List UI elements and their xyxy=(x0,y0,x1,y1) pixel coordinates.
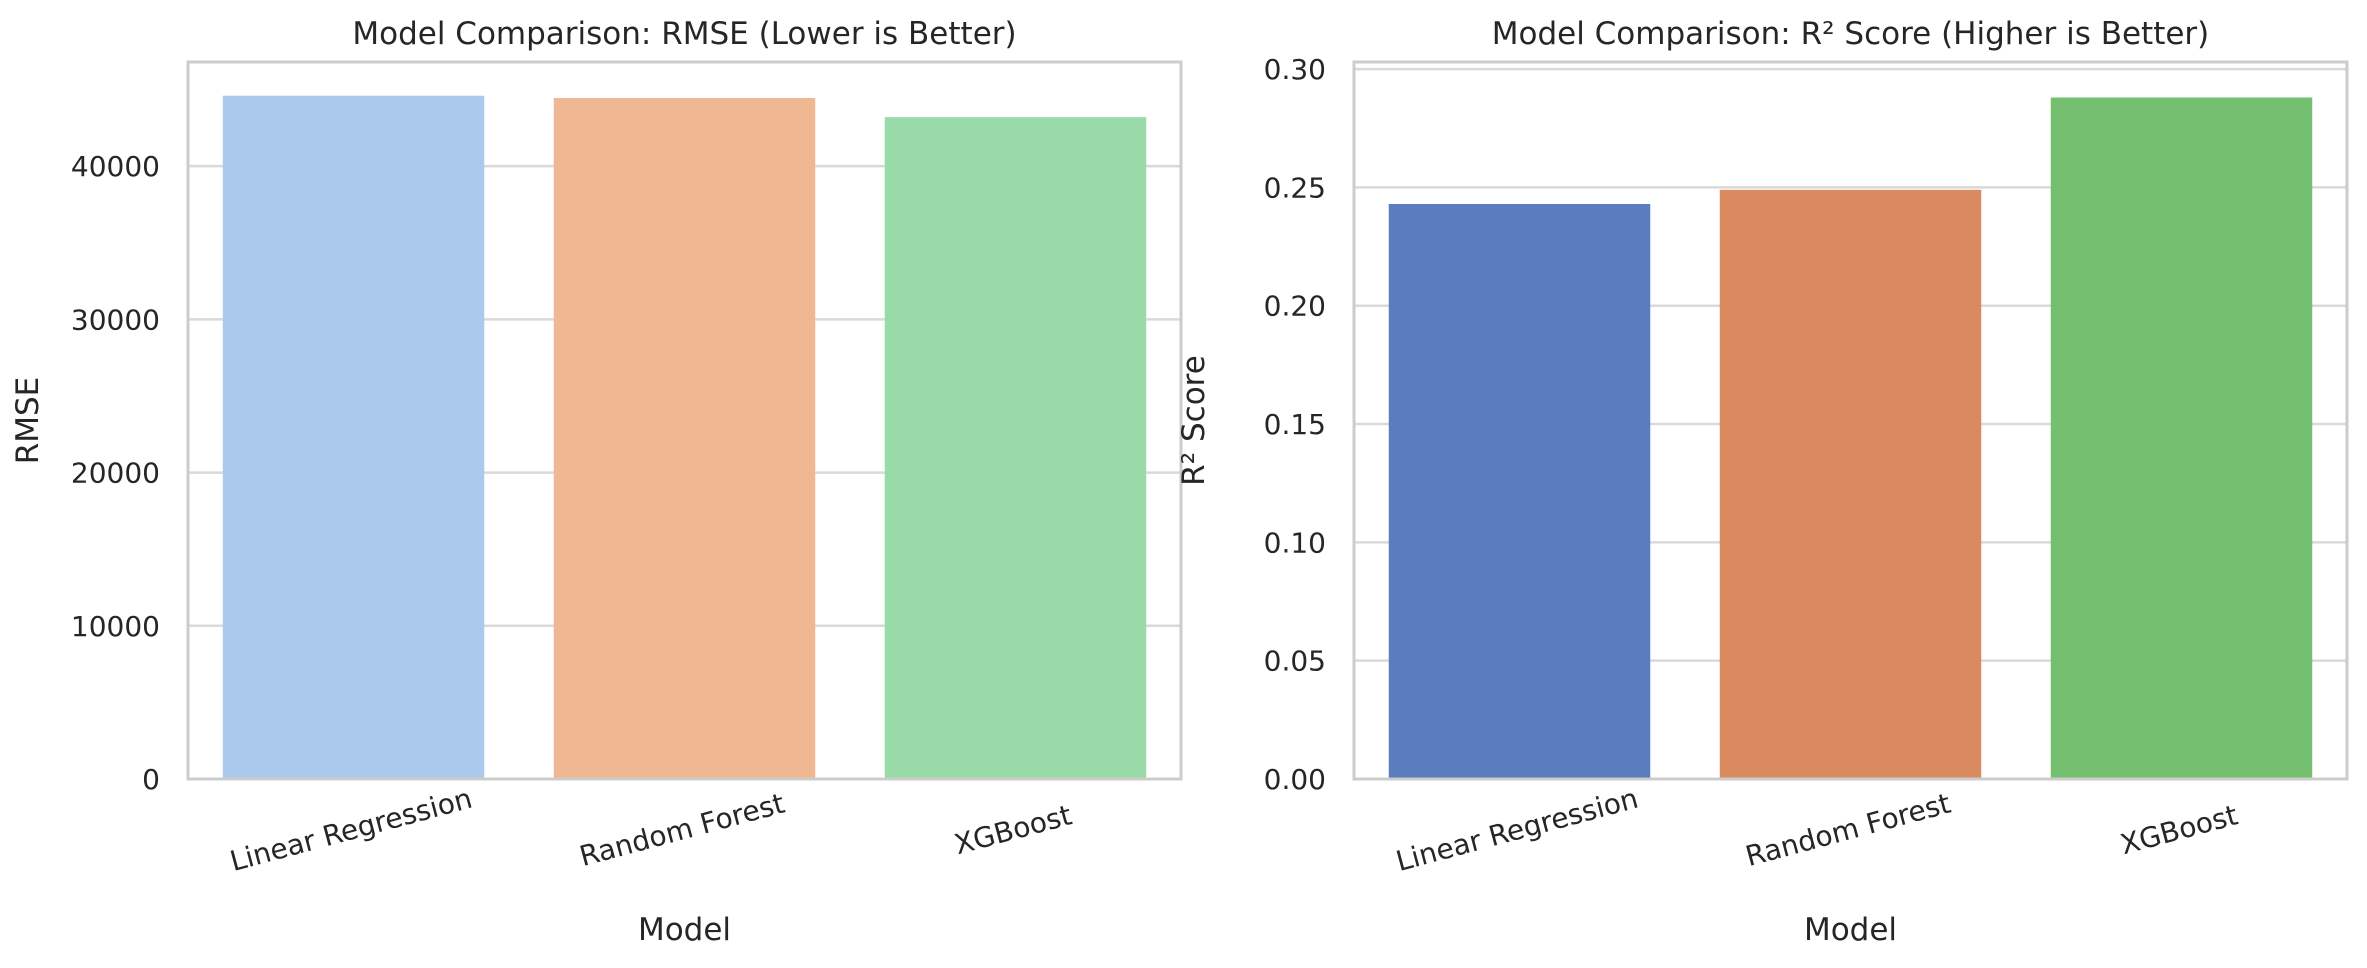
r2-bar xyxy=(2050,97,2313,779)
rmse-plot-frame xyxy=(186,60,1183,781)
rmse-x-tick-label: Random Forest xyxy=(576,787,788,873)
rmse-bar xyxy=(884,117,1147,779)
rmse-x-axis-label: Model xyxy=(638,912,731,948)
r2-x-axis-label: Model xyxy=(1804,912,1897,948)
r2-y-tick-label: 0.05 xyxy=(1264,645,1326,678)
rmse-y-tick-label: 10000 xyxy=(71,610,160,643)
r2-y-tick-label: 0.30 xyxy=(1264,53,1326,86)
r2-x-tick-label: Random Forest xyxy=(1742,787,1954,873)
rmse-y-tick-label: 0 xyxy=(142,763,160,796)
r2-y-tick-label: 0.10 xyxy=(1264,526,1326,559)
r2-bars xyxy=(1388,97,2313,780)
r2-plot-frame xyxy=(1352,60,2349,781)
r2-x-tick-label: XGBoost xyxy=(2117,798,2241,861)
r2-y-tick-label: 0.00 xyxy=(1264,763,1326,796)
rmse-bar xyxy=(553,98,816,780)
rmse-x-tick-label: XGBoost xyxy=(951,798,1075,861)
r2-bar xyxy=(1719,189,1982,780)
rmse-y-tick-label: 40000 xyxy=(71,150,160,183)
rmse-y-tick-label: 20000 xyxy=(71,457,160,490)
r2-y-tick-label: 0.15 xyxy=(1264,408,1326,441)
r2-y-tick-label: 0.25 xyxy=(1264,171,1326,204)
r2-chart-title: Model Comparison: R² Score (Higher is Be… xyxy=(1492,16,2210,52)
rmse-bar xyxy=(222,95,485,779)
r2-chart-panel: 0.00 0.05 0.10 0.15 0.20 0.25 0.30 Linear Regr… xyxy=(1176,16,2349,948)
r2-y-axis-label: R² Score xyxy=(1176,355,1212,486)
rmse-y-ticks: 0 10000 20000 30000 40000 xyxy=(71,150,160,796)
rmse-chart-panel: 0 10000 20000 30000 40000 Linear Regression R… xyxy=(10,16,1183,948)
r2-bar xyxy=(1388,203,1651,779)
r2-x-ticks: Linear Regression Random Forest XGBoost xyxy=(1392,782,2241,878)
rmse-x-ticks: Linear Regression Random Forest XGBoost xyxy=(226,782,1075,878)
r2-y-ticks: 0.00 0.05 0.10 0.15 0.20 0.25 0.30 xyxy=(1264,53,1326,796)
rmse-x-tick-label: Linear Regression xyxy=(226,782,475,878)
r2-y-tick-label: 0.20 xyxy=(1264,290,1326,323)
rmse-y-tick-label: 30000 xyxy=(71,303,160,336)
rmse-chart-title: Model Comparison: RMSE (Lower is Better) xyxy=(352,16,1016,52)
rmse-bars xyxy=(222,95,1147,780)
rmse-y-axis-label: RMSE xyxy=(10,377,46,465)
r2-x-tick-label: Linear Regression xyxy=(1392,782,1641,878)
